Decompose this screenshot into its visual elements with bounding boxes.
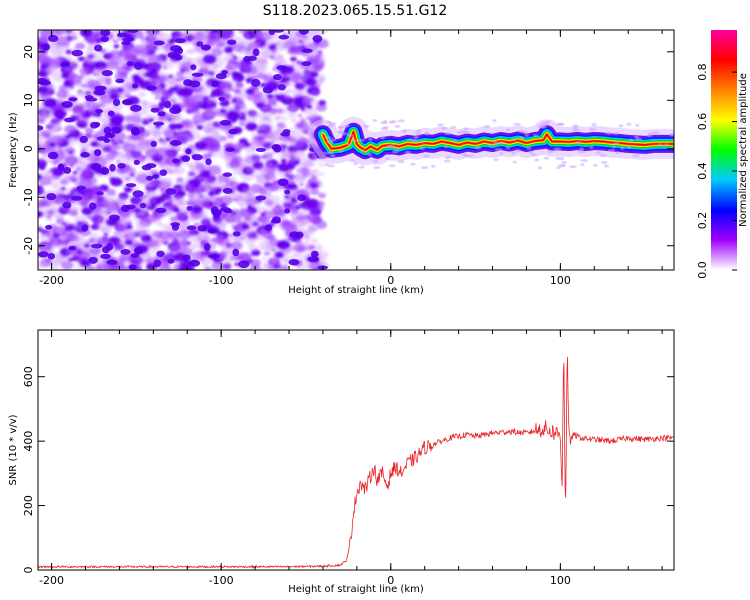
snr-ytick-label: 0 — [22, 567, 35, 574]
snr-ytick-label: 200 — [22, 495, 35, 516]
snr-series — [38, 356, 674, 570]
snr-xlabel: Height of straight line (km) — [288, 584, 424, 595]
snr-y-ticks: 0 200 400 600 — [22, 366, 674, 574]
colorbar-tick-label: 0.0 — [696, 261, 709, 279]
spectrogram-xtick-label: 100 — [550, 274, 571, 287]
snr-ytick-label: 400 — [22, 431, 35, 452]
colorbar-tick-label: 0.8 — [696, 63, 709, 81]
snr-plot-area — [38, 356, 674, 570]
spectrogram-plot-area — [38, 30, 674, 270]
snr-xtick-label: 0 — [387, 574, 394, 587]
snr-ytick-label: 600 — [22, 366, 35, 387]
colorbar-tick-label: 0.4 — [696, 162, 709, 180]
spectrogram-xtick-label: 0 — [387, 274, 394, 287]
spectrogram-noise-region — [38, 30, 330, 270]
colorbar-label: Normalized spectral amplitude — [738, 73, 749, 227]
figure-title: S118.2023.065.15.51.G12 — [263, 3, 448, 19]
spectrogram-ytick-label: 0 — [22, 145, 35, 152]
snr-x-ticks: -200 -100 0 100 — [39, 330, 663, 587]
spectrogram-xtick-label: -200 — [39, 274, 64, 287]
colorbar: 0.0 0.2 0.4 0.6 0.8 Normalized spectral ampl… — [696, 30, 749, 279]
spectrogram-x-ticks: -200 -100 0 100 — [39, 30, 663, 287]
spectrogram-signal-layer — [322, 131, 674, 151]
spectrogram-ytick-label: -20 — [22, 237, 35, 255]
snr-xtick-label: 100 — [550, 574, 571, 587]
spectrogram-ylabel: Frequency (Hz) — [8, 112, 19, 188]
colorbar-ticks: 0.0 0.2 0.4 0.6 0.8 — [696, 63, 737, 279]
spectrogram-y-ticks: -20 -10 0 10 20 — [22, 45, 674, 255]
spectrogram-xtick-label: -100 — [209, 274, 234, 287]
snr-panel: -200 -100 0 100 0 200 400 600 Height of straig… — [8, 329, 675, 595]
snr-frame — [37, 329, 675, 571]
spectrogram-ytick-label: 20 — [22, 45, 35, 59]
spectrogram-ytick-label: -10 — [22, 188, 35, 206]
spectrogram-ytick-label: 10 — [22, 93, 35, 107]
spectrogram-frame — [37, 29, 675, 271]
colorbar-tick-label: 0.6 — [696, 113, 709, 130]
snr-xtick-label: -100 — [209, 574, 234, 587]
snr-line — [38, 356, 674, 570]
snr-xtick-label: -200 — [39, 574, 64, 587]
spectrogram-signal-band — [307, 116, 674, 170]
colorbar-tick-label: 0.2 — [696, 212, 709, 230]
snr-ylabel: SNR (10 * v/v) — [8, 414, 19, 485]
colorbar-gradient — [711, 30, 737, 270]
spectrogram-xlabel: Height of straight line (km) — [288, 285, 424, 296]
